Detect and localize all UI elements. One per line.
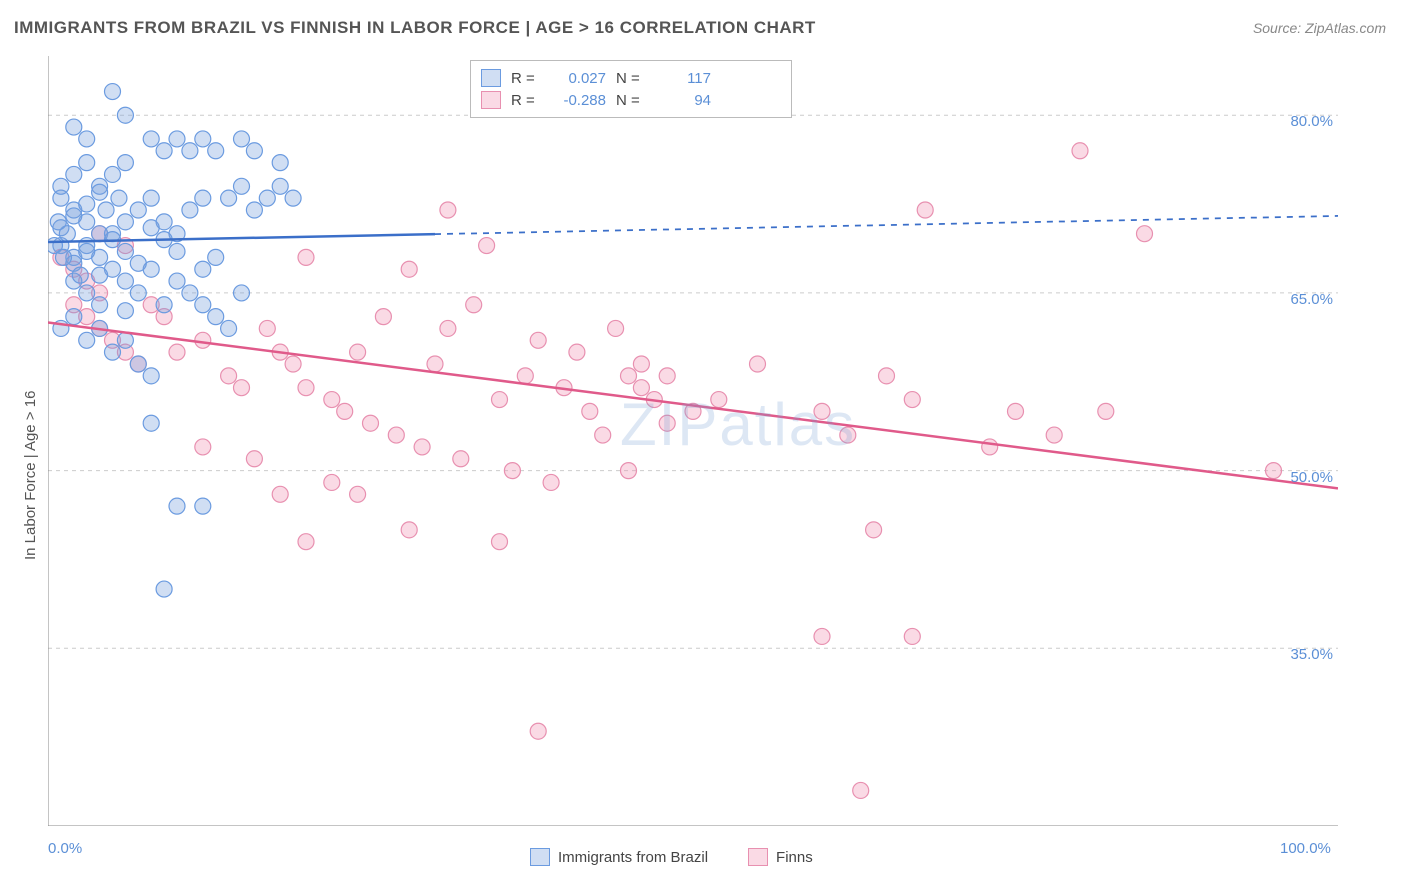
series-legend: Immigrants from Brazil Finns	[530, 848, 813, 866]
n-value-series2: 94	[656, 92, 711, 109]
source-label: Source: ZipAtlas.com	[1253, 20, 1386, 36]
series2-name: Finns	[776, 849, 813, 866]
chart-title: IMMIGRANTS FROM BRAZIL VS FINNISH IN LAB…	[14, 18, 816, 38]
r-label: R =	[511, 70, 541, 87]
swatch-series2	[748, 848, 768, 866]
swatch-series2	[481, 91, 501, 109]
legend-row-series1: R = 0.027 N = 117	[481, 67, 781, 89]
correlation-legend: R = 0.027 N = 117 R = -0.288 N = 94	[470, 60, 792, 118]
r-label: R =	[511, 92, 541, 109]
n-label: N =	[616, 70, 646, 87]
y-tick: 35.0%	[1278, 646, 1333, 663]
y-tick: 80.0%	[1278, 113, 1333, 130]
r-value-series2: -0.288	[551, 92, 606, 109]
swatch-series1	[530, 848, 550, 866]
swatch-series1	[481, 69, 501, 87]
legend-row-series2: R = -0.288 N = 94	[481, 89, 781, 111]
y-tick: 65.0%	[1278, 291, 1333, 308]
y-axis-label: In Labor Force | Age > 16	[22, 391, 39, 560]
r-value-series1: 0.027	[551, 70, 606, 87]
n-value-series1: 117	[656, 70, 711, 87]
x-tick: 100.0%	[1280, 840, 1331, 857]
y-tick: 50.0%	[1278, 469, 1333, 486]
n-label: N =	[616, 92, 646, 109]
series1-name: Immigrants from Brazil	[558, 849, 708, 866]
x-tick: 0.0%	[48, 840, 82, 857]
scatter-plot	[48, 56, 1338, 826]
